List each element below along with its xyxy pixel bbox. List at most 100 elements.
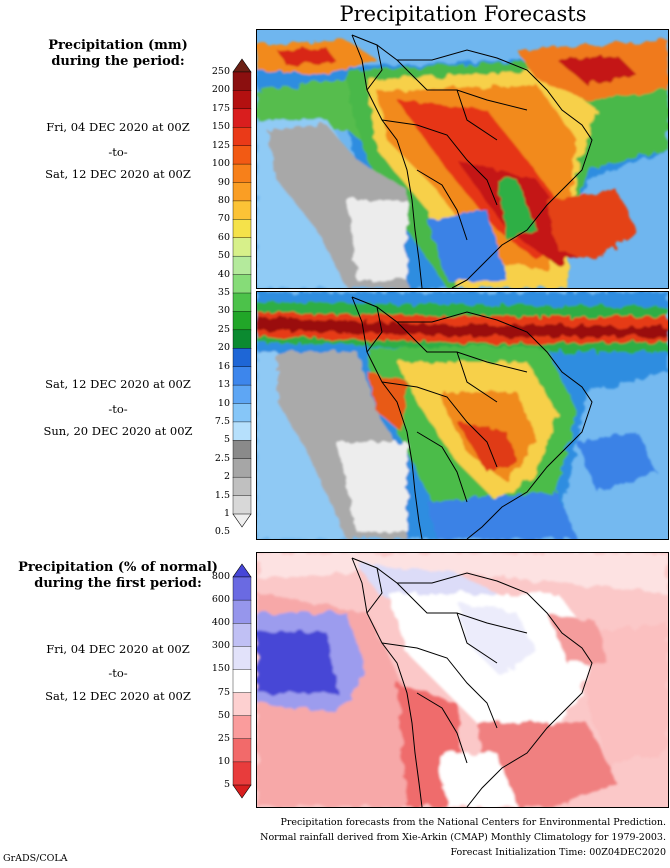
period1-start: Fri, 04 DEC 2020 at 00Z <box>46 120 190 134</box>
colorbar-tick-label: 200 <box>211 84 230 96</box>
colorbar-tick-label: 16 <box>217 360 230 372</box>
data-credits: Precipitation forecasts from the Nationa… <box>260 815 666 860</box>
legend-bottom-title-1: Precipitation (% of normal) <box>18 560 218 575</box>
colorbar-tick-label: 25 <box>217 732 230 744</box>
colorbar-tick-label: 2.5 <box>214 452 230 464</box>
colorbar-swatch <box>232 495 252 515</box>
colorbar-swatch <box>232 182 252 202</box>
period3-end: Sat, 12 DEC 2020 at 00Z <box>45 689 191 703</box>
colorbar-swatch <box>232 440 252 460</box>
colorbar-swatch <box>232 715 252 740</box>
colorbar-swatch <box>232 329 252 349</box>
legend-top-title-2: during the period: <box>51 54 185 69</box>
colorbar-tick-label: 125 <box>211 139 230 151</box>
colorbar-swatch <box>232 127 252 147</box>
colorbar-swatch <box>232 348 252 368</box>
precip-colorbar <box>232 58 252 528</box>
colorbar-tick-label: 30 <box>217 305 230 317</box>
colorbar-tick-label: 400 <box>211 617 230 629</box>
colorbar-swatch <box>232 761 252 786</box>
credit-line-2: Normal rainfall derived from Xie-Arkin (… <box>260 832 666 843</box>
colorbar-swatch <box>232 163 252 184</box>
colorbar-swatch <box>232 274 252 294</box>
colorbar-swatch <box>232 692 252 717</box>
colorbar-swatch <box>232 623 252 647</box>
colorbar-tick-label: 300 <box>211 640 230 652</box>
colorbar-tick-label: 600 <box>211 594 230 606</box>
colorbar-swatch <box>232 458 252 478</box>
period2-end: Sun, 20 DEC 2020 at 00Z <box>43 424 193 438</box>
percent-colorbar <box>232 563 252 799</box>
colorbar-swatch <box>232 366 252 386</box>
colorbar-swatch <box>232 311 252 331</box>
colorbar-tick-label: 150 <box>211 663 230 675</box>
colorbar-tick-label: 13 <box>217 379 230 391</box>
colorbar-swatch <box>232 576 252 601</box>
colorbar-tick-label: 250 <box>211 66 230 77</box>
colorbar-swatch <box>232 403 252 423</box>
colorbar-tick-label: 70 <box>217 213 230 225</box>
colorbar-swatch <box>232 237 252 257</box>
colorbar-tick-label: 150 <box>211 121 230 133</box>
colorbar-swatch <box>232 646 252 670</box>
colorbar-tick-label: 75 <box>217 686 230 698</box>
colorbar-swatch <box>232 738 252 763</box>
legend-bottom-title-2: during the first period: <box>34 576 202 591</box>
period2-sep: -to- <box>108 402 128 416</box>
period3-sep: -to- <box>108 666 128 680</box>
colorbar-tick-label: 25 <box>217 323 230 335</box>
precip-map-period1 <box>257 30 668 288</box>
precip-map-period2 <box>257 292 668 539</box>
colorbar-tick-label: 175 <box>211 102 230 114</box>
map-panel-percent-normal <box>256 552 669 808</box>
colorbar-tick-label: 1.5 <box>214 489 230 501</box>
colorbar-tick-label: 10 <box>217 755 230 767</box>
colorbar-tick-label: 90 <box>217 176 230 188</box>
colorbar-swatch <box>232 421 252 441</box>
colorbar-swatch <box>232 476 252 497</box>
colorbar-swatch <box>232 292 252 312</box>
colorbar-tick-label: 35 <box>217 287 230 298</box>
colorbar-swatch <box>232 200 252 220</box>
colorbar-swatch <box>232 108 252 128</box>
colorbar-tick-label: 60 <box>217 231 230 243</box>
colorbar-swatch <box>232 669 252 694</box>
colorbar-tick-label: 0.5 <box>214 526 230 538</box>
map-panel-period2 <box>256 291 669 540</box>
colorbar-tick-label: 7.5 <box>214 415 230 427</box>
page-title: Precipitation Forecasts <box>339 2 587 26</box>
colorbar-arrow-bottom <box>232 513 252 528</box>
colorbar-tick-label: 50 <box>217 709 230 721</box>
grads-credit: GrADS/COLA <box>3 853 68 864</box>
colorbar-swatch <box>232 71 252 91</box>
period3-start: Fri, 04 DEC 2020 at 00Z <box>46 642 190 656</box>
colorbar-arrow-top <box>232 563 252 578</box>
colorbar-swatch <box>232 599 252 624</box>
legend-top-title-1: Precipitation (mm) <box>48 38 188 53</box>
colorbar-arrow-top <box>232 58 252 73</box>
credit-line-1: Precipitation forecasts from the Nationa… <box>280 817 667 828</box>
colorbar-tick-label: 40 <box>217 268 230 280</box>
colorbar-tick-label: 2 <box>223 471 230 483</box>
colorbar-tick-label: 80 <box>217 194 230 206</box>
period1-end: Sat, 12 DEC 2020 at 00Z <box>45 167 191 181</box>
colorbar-arrow-bottom <box>232 784 252 799</box>
colorbar-tick-label: 50 <box>217 250 230 262</box>
colorbar-tick-label: 20 <box>217 342 230 354</box>
colorbar-swatch <box>232 90 252 110</box>
colorbar-tick-label: 800 <box>211 571 230 582</box>
map-panel-period1 <box>256 29 669 289</box>
credit-line-3: Forecast Initialization Time: 00Z04DEC20… <box>450 847 666 858</box>
percent-normal-map <box>257 553 668 807</box>
period1-sep: -to- <box>108 145 128 159</box>
colorbar-tick-label: 5 <box>223 434 230 446</box>
colorbar-swatch <box>232 219 252 239</box>
colorbar-swatch <box>232 145 252 165</box>
colorbar-tick-label: 10 <box>217 397 230 409</box>
colorbar-tick-label: 5 <box>223 779 230 790</box>
colorbar-swatch <box>232 255 252 276</box>
colorbar-tick-label: 100 <box>211 158 230 170</box>
period2-start: Sat, 12 DEC 2020 at 00Z <box>45 377 191 391</box>
colorbar-tick-label: 1 <box>223 508 230 519</box>
colorbar-swatch <box>232 384 252 405</box>
